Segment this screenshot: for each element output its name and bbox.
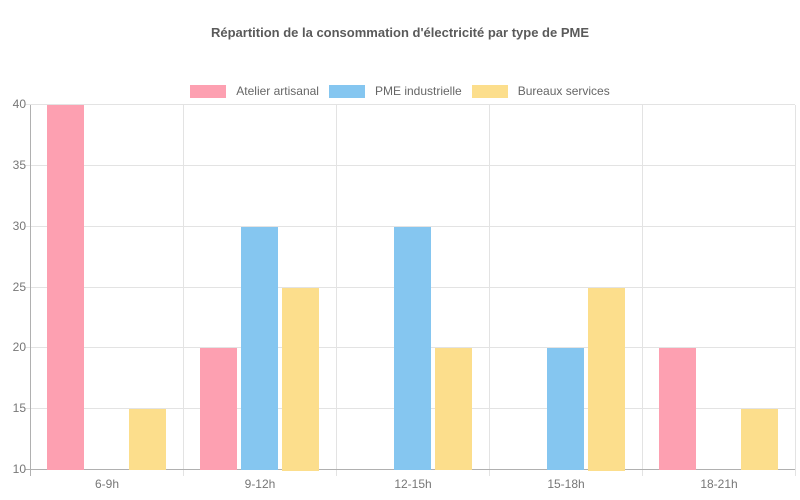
legend-swatch-icon bbox=[471, 84, 508, 98]
y-axis-tick-label: 10 bbox=[12, 462, 26, 476]
y-axis-tick-label: 35 bbox=[12, 158, 26, 172]
bar-bureaux-services-18-21h[interactable] bbox=[741, 409, 778, 470]
chart-title: Répartition de la consommation d'électri… bbox=[210, 25, 589, 40]
legend-label: PME industrielle bbox=[374, 84, 462, 98]
y-axis-tick-label: 15 bbox=[12, 401, 26, 415]
x-gridline bbox=[642, 105, 643, 476]
bar-atelier-artisanal-6-9h[interactable] bbox=[47, 105, 84, 470]
x-axis-tick-label: 12-15h bbox=[394, 477, 432, 491]
x-gridline bbox=[183, 105, 184, 476]
bar-bureaux-services-9-12h[interactable] bbox=[282, 288, 319, 471]
x-axis-tick-label: 15-18h bbox=[547, 477, 585, 491]
legend-swatch-icon bbox=[328, 84, 365, 98]
legend-label: Atelier artisanal bbox=[236, 84, 319, 98]
x-gridline bbox=[795, 105, 796, 476]
x-gridline bbox=[336, 105, 337, 476]
bar-bureaux-services-6-9h[interactable] bbox=[129, 409, 166, 470]
bar-pme-industrielle-15-18h[interactable] bbox=[547, 348, 584, 470]
bar-pme-industrielle-9-12h[interactable] bbox=[241, 227, 278, 470]
x-gridline bbox=[489, 105, 490, 476]
y-axis-tick-label: 25 bbox=[12, 280, 26, 294]
x-axis-tick-label: 18-21h bbox=[700, 477, 738, 491]
y-axis-tick-label: 40 bbox=[12, 97, 26, 111]
y-gridline bbox=[25, 104, 795, 105]
bar-pme-industrielle-12-15h[interactable] bbox=[394, 227, 431, 470]
x-axis-tick-label: 6-9h bbox=[94, 477, 120, 491]
y-gridline bbox=[25, 226, 795, 227]
legend: Atelier artisanal PME industrielle Bureaux… bbox=[0, 84, 800, 98]
legend-item-atelier-artisanal[interactable]: Atelier artisanal bbox=[190, 84, 319, 98]
legend-item-bureaux-services[interactable]: Bureaux services bbox=[471, 84, 610, 98]
legend-swatch-icon bbox=[190, 84, 227, 98]
bar-atelier-artisanal-9-12h[interactable] bbox=[200, 348, 237, 470]
legend-item-pme-industrielle[interactable]: PME industrielle bbox=[328, 84, 462, 98]
bar-bureaux-services-15-18h[interactable] bbox=[588, 288, 625, 471]
y-axis-tick-label: 20 bbox=[12, 340, 26, 354]
bar-atelier-artisanal-18-21h[interactable] bbox=[659, 348, 696, 470]
x-axis-tick-label: 9-12h bbox=[244, 477, 276, 491]
bar-bureaux-services-12-15h[interactable] bbox=[435, 348, 472, 470]
y-axis-tick-label: 30 bbox=[12, 219, 26, 233]
y-gridline bbox=[25, 165, 795, 166]
y-axis-line bbox=[30, 105, 31, 476]
legend-label: Bureaux services bbox=[517, 84, 610, 98]
